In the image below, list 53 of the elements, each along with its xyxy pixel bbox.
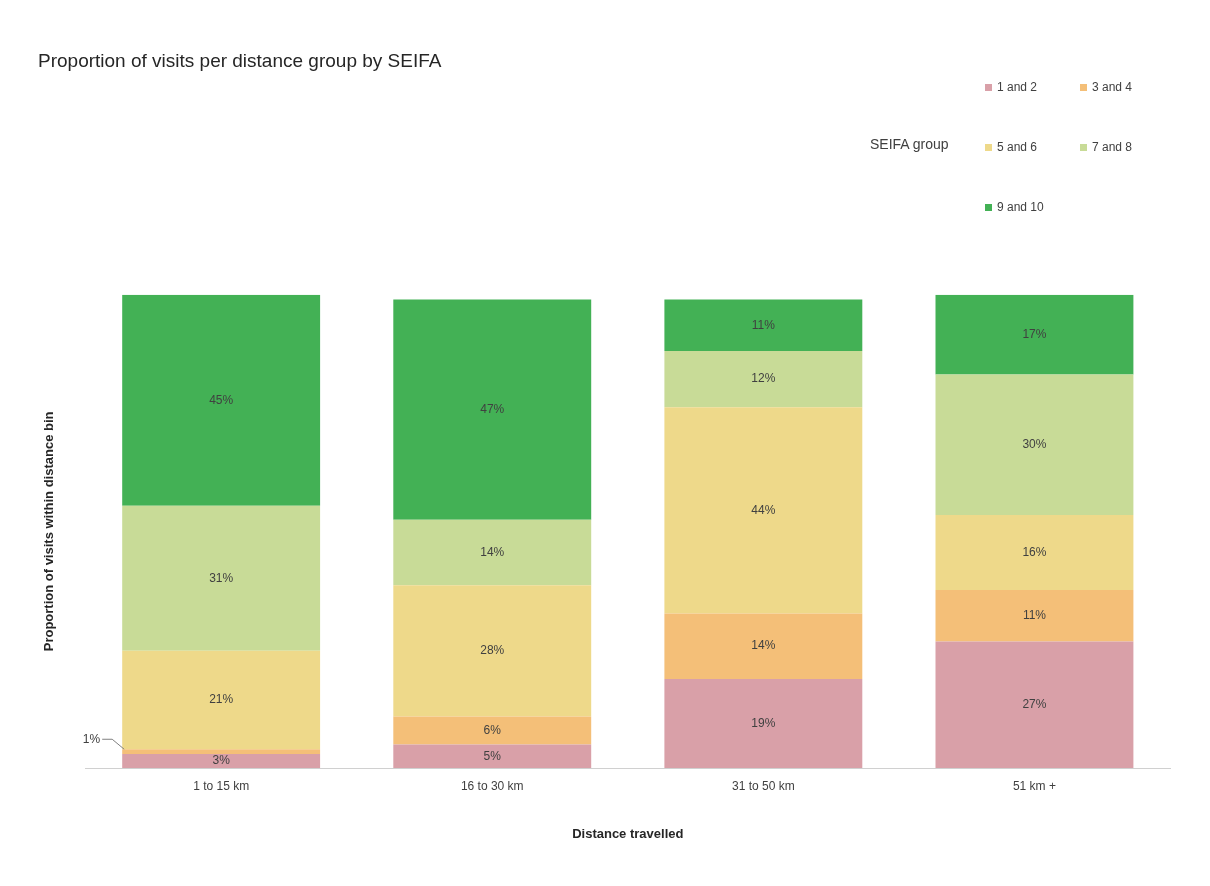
bar bbox=[393, 299, 592, 520]
bar bbox=[935, 515, 1134, 590]
bar bbox=[122, 650, 321, 750]
x-tick-label: 16 to 30 km bbox=[460, 778, 524, 793]
data-label: 5% bbox=[483, 748, 502, 763]
data-label: 14% bbox=[480, 544, 505, 559]
bar bbox=[122, 749, 321, 754]
data-label: 14% bbox=[751, 638, 776, 653]
data-label: 6% bbox=[483, 722, 502, 737]
bar bbox=[664, 613, 863, 679]
bar bbox=[122, 753, 321, 768]
legend-label: 3 and 4 bbox=[1092, 80, 1133, 94]
data-label: 19% bbox=[751, 715, 776, 730]
x-tick-label: 51 km + bbox=[1012, 778, 1056, 793]
bar bbox=[935, 589, 1134, 642]
x-axis-title: Distance travelled bbox=[572, 825, 684, 841]
data-label: 47% bbox=[480, 401, 505, 416]
bar bbox=[664, 299, 863, 352]
legend-label: 1 and 2 bbox=[997, 80, 1038, 94]
data-label: 28% bbox=[480, 643, 505, 658]
x-tick-label: 31 to 50 km bbox=[732, 778, 795, 793]
legend-label: 5 and 6 bbox=[997, 140, 1038, 154]
bar bbox=[935, 294, 1134, 375]
data-label: 12% bbox=[751, 371, 776, 386]
data-label: 27% bbox=[1022, 697, 1047, 712]
chart-title: Proportion of visits per distance group by SEIFA bbox=[38, 49, 442, 71]
bar bbox=[393, 744, 592, 768]
data-label: 3% bbox=[212, 753, 231, 768]
bar bbox=[122, 505, 321, 651]
bar bbox=[122, 294, 321, 506]
y-axis-title: Proportion of visits within distance bin bbox=[41, 411, 57, 652]
legend-label: 7 and 8 bbox=[1092, 140, 1133, 154]
legend-label: 9 and 10 bbox=[997, 200, 1044, 214]
data-label: 44% bbox=[751, 502, 776, 517]
data-label: 45% bbox=[209, 392, 234, 407]
data-label: 30% bbox=[1022, 437, 1047, 452]
bar bbox=[664, 351, 863, 408]
bar bbox=[935, 374, 1134, 515]
data-label: 17% bbox=[1022, 326, 1047, 341]
bar bbox=[393, 519, 592, 586]
data-label: 1% bbox=[82, 731, 101, 746]
data-label: 16% bbox=[1022, 544, 1047, 559]
bar bbox=[664, 407, 863, 614]
bar bbox=[664, 678, 863, 768]
data-label: 11% bbox=[1022, 608, 1047, 623]
data-label: 11% bbox=[751, 317, 776, 332]
legend-title: SEIFA group bbox=[870, 136, 949, 152]
data-label: 31% bbox=[209, 570, 234, 585]
bar bbox=[935, 641, 1134, 768]
data-label: 21% bbox=[209, 692, 234, 707]
x-tick-label: 1 to 15 km bbox=[193, 778, 250, 793]
bar bbox=[393, 716, 592, 745]
bar bbox=[393, 585, 592, 717]
